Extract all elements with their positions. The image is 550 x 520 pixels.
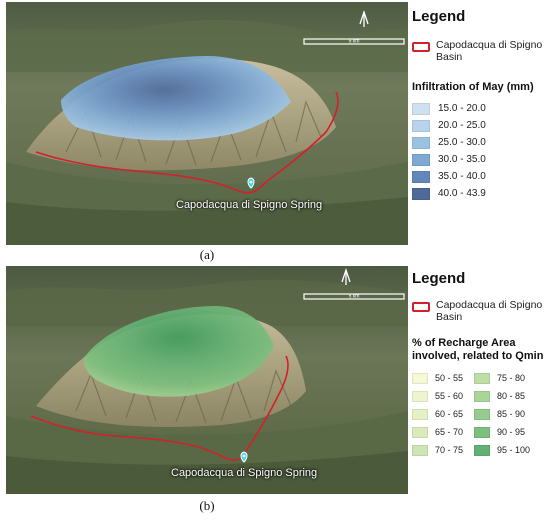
legend-class: 15.0 - 20.0 xyxy=(412,100,548,117)
class-label: 85 - 90 xyxy=(497,409,526,419)
infiltration-title: Infiltration of May (mm) xyxy=(412,81,534,93)
class-label: 55 - 60 xyxy=(435,391,464,401)
legend-class: 65 - 70 xyxy=(412,425,474,439)
basin-boundary-a xyxy=(35,91,339,194)
legend-class: 30.0 - 35.0 xyxy=(412,151,548,168)
caption-b: (b) xyxy=(199,498,215,513)
class-swatch xyxy=(412,408,428,420)
svg-text:5 km: 5 km xyxy=(349,294,360,300)
scale-bar-b: 5 km xyxy=(303,293,405,300)
spring-marker-icon-b xyxy=(240,451,248,463)
legend-b: Legend Capodacqua di Spigno Basin % of R… xyxy=(412,270,548,457)
class-label: 60 - 65 xyxy=(435,409,464,419)
class-swatch xyxy=(412,153,430,166)
class-swatch xyxy=(474,444,490,456)
class-label: 95 - 100 xyxy=(497,445,531,455)
basin-swatch-a xyxy=(412,42,430,52)
legend-title-b: Legend xyxy=(412,270,466,287)
basin-legend-item-a: Capodacqua di Spigno Basin xyxy=(412,39,548,63)
class-swatch xyxy=(474,390,490,402)
class-swatch xyxy=(412,426,428,438)
legend-title-a: Legend xyxy=(412,8,466,25)
class-label: 40.0 - 43.9 xyxy=(438,188,486,199)
legend-class: 85 - 90 xyxy=(474,407,536,421)
class-label: 20.0 - 25.0 xyxy=(438,120,486,131)
class-label: 50 - 55 xyxy=(435,373,464,383)
north-arrow-icon-a xyxy=(359,9,369,27)
basin-swatch-b xyxy=(412,302,430,312)
legend-class: 55 - 60 xyxy=(412,389,474,403)
legend-class: 90 - 95 xyxy=(474,425,536,439)
class-swatch xyxy=(412,102,430,115)
class-swatch xyxy=(412,187,430,200)
class-swatch xyxy=(412,390,428,402)
spring-label-a: Capodacqua di Spigno Spring xyxy=(176,199,323,211)
recharge-title: % of Recharge Area involved, related to … xyxy=(412,337,544,362)
class-swatch xyxy=(412,170,430,183)
basin-boundary-b xyxy=(30,355,289,461)
class-label: 90 - 95 xyxy=(497,427,526,437)
legend-class: 20.0 - 25.0 xyxy=(412,117,548,134)
terrain-map-a: 5 km xyxy=(6,2,408,245)
class-label: 15.0 - 20.0 xyxy=(438,103,486,114)
terrain-map-b: 5 km xyxy=(6,266,408,494)
spring-marker-icon-a xyxy=(247,177,255,189)
basin-label-a: Capodacqua di Spigno Basin xyxy=(436,39,543,63)
basin-legend-item-b: Capodacqua di Spigno Basin xyxy=(412,299,548,323)
legend-class: 75 - 80 xyxy=(474,371,536,385)
legend-class: 50 - 55 xyxy=(412,371,474,385)
class-swatch xyxy=(412,119,430,132)
spring-label-b: Capodacqua di Spigno Spring xyxy=(171,467,318,479)
basin-label-b: Capodacqua di Spigno Basin xyxy=(436,299,543,323)
recharge-classes: 50 - 55 75 - 80 55 - 60 80 - 85 60 - 65 … xyxy=(412,371,548,457)
class-label: 75 - 80 xyxy=(497,373,526,383)
class-swatch xyxy=(474,426,490,438)
class-label: 25.0 - 30.0 xyxy=(438,137,486,148)
legend-class: 40.0 - 43.9 xyxy=(412,185,548,202)
map-panel-a: 5 km Capodacqua di Spigno Spring xyxy=(6,2,408,245)
north-arrow-icon-b xyxy=(341,267,351,285)
class-swatch xyxy=(412,372,428,384)
legend-class: 70 - 75 xyxy=(412,443,474,457)
map-panel-b: 5 km Capodacqua di Spigno Spring xyxy=(6,266,408,494)
class-label: 30.0 - 35.0 xyxy=(438,154,486,165)
infiltration-classes: 15.0 - 20.0 20.0 - 25.0 25.0 - 30.0 30.0… xyxy=(412,100,548,202)
class-label: 65 - 70 xyxy=(435,427,464,437)
legend-class: 60 - 65 xyxy=(412,407,474,421)
class-swatch xyxy=(474,372,490,384)
legend-class: 95 - 100 xyxy=(474,443,536,457)
class-swatch xyxy=(412,136,430,149)
class-swatch xyxy=(474,408,490,420)
legend-class: 35.0 - 40.0 xyxy=(412,168,548,185)
legend-a: Legend Capodacqua di Spigno Basin Infilt… xyxy=(412,8,548,202)
class-label: 80 - 85 xyxy=(497,391,526,401)
caption-a: (a) xyxy=(199,247,215,262)
class-label: 35.0 - 40.0 xyxy=(438,171,486,182)
class-swatch xyxy=(412,444,428,456)
svg-text:5 km: 5 km xyxy=(349,39,360,45)
legend-class: 25.0 - 30.0 xyxy=(412,134,548,151)
class-label: 70 - 75 xyxy=(435,445,464,455)
legend-class: 80 - 85 xyxy=(474,389,536,403)
scale-bar-a: 5 km xyxy=(303,38,405,45)
